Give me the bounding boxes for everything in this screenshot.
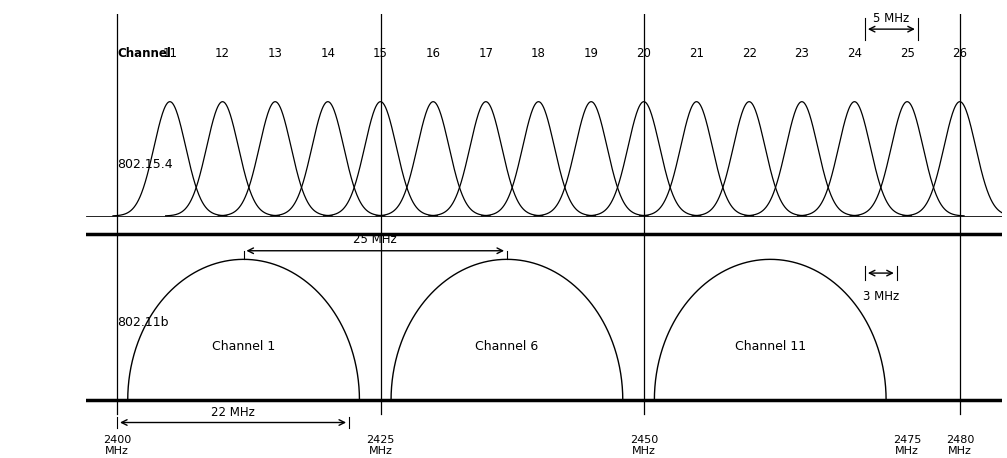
Text: 24: 24 bbox=[847, 47, 862, 60]
Text: 21: 21 bbox=[689, 47, 704, 60]
Text: 5 MHz: 5 MHz bbox=[873, 12, 909, 25]
Text: 14: 14 bbox=[320, 47, 335, 60]
Text: Channel 11: Channel 11 bbox=[735, 340, 806, 353]
Text: 25 MHz: 25 MHz bbox=[353, 233, 397, 245]
Text: 2450
MHz: 2450 MHz bbox=[629, 435, 658, 456]
Text: Channel 6: Channel 6 bbox=[475, 340, 539, 353]
Text: 2425
MHz: 2425 MHz bbox=[367, 435, 395, 456]
Text: 19: 19 bbox=[584, 47, 599, 60]
Text: 16: 16 bbox=[426, 47, 441, 60]
Text: 2475
MHz: 2475 MHz bbox=[893, 435, 921, 456]
Text: 26: 26 bbox=[953, 47, 968, 60]
Text: 18: 18 bbox=[531, 47, 546, 60]
Text: 2480
MHz: 2480 MHz bbox=[946, 435, 974, 456]
Text: Channel 1: Channel 1 bbox=[211, 340, 275, 353]
Text: 22: 22 bbox=[742, 47, 756, 60]
Text: 802.11b: 802.11b bbox=[117, 316, 169, 329]
Text: 11: 11 bbox=[162, 47, 177, 60]
Text: 22 MHz: 22 MHz bbox=[211, 406, 255, 419]
Text: 802.15.4: 802.15.4 bbox=[117, 158, 173, 171]
Text: 25: 25 bbox=[899, 47, 914, 60]
Text: 13: 13 bbox=[268, 47, 283, 60]
Text: 2400
MHz: 2400 MHz bbox=[103, 435, 131, 456]
Text: 15: 15 bbox=[373, 47, 388, 60]
Text: 23: 23 bbox=[795, 47, 810, 60]
Text: Channel: Channel bbox=[117, 47, 171, 60]
Text: 20: 20 bbox=[636, 47, 652, 60]
Text: 12: 12 bbox=[215, 47, 230, 60]
Text: 17: 17 bbox=[478, 47, 493, 60]
Text: 3 MHz: 3 MHz bbox=[863, 290, 899, 303]
